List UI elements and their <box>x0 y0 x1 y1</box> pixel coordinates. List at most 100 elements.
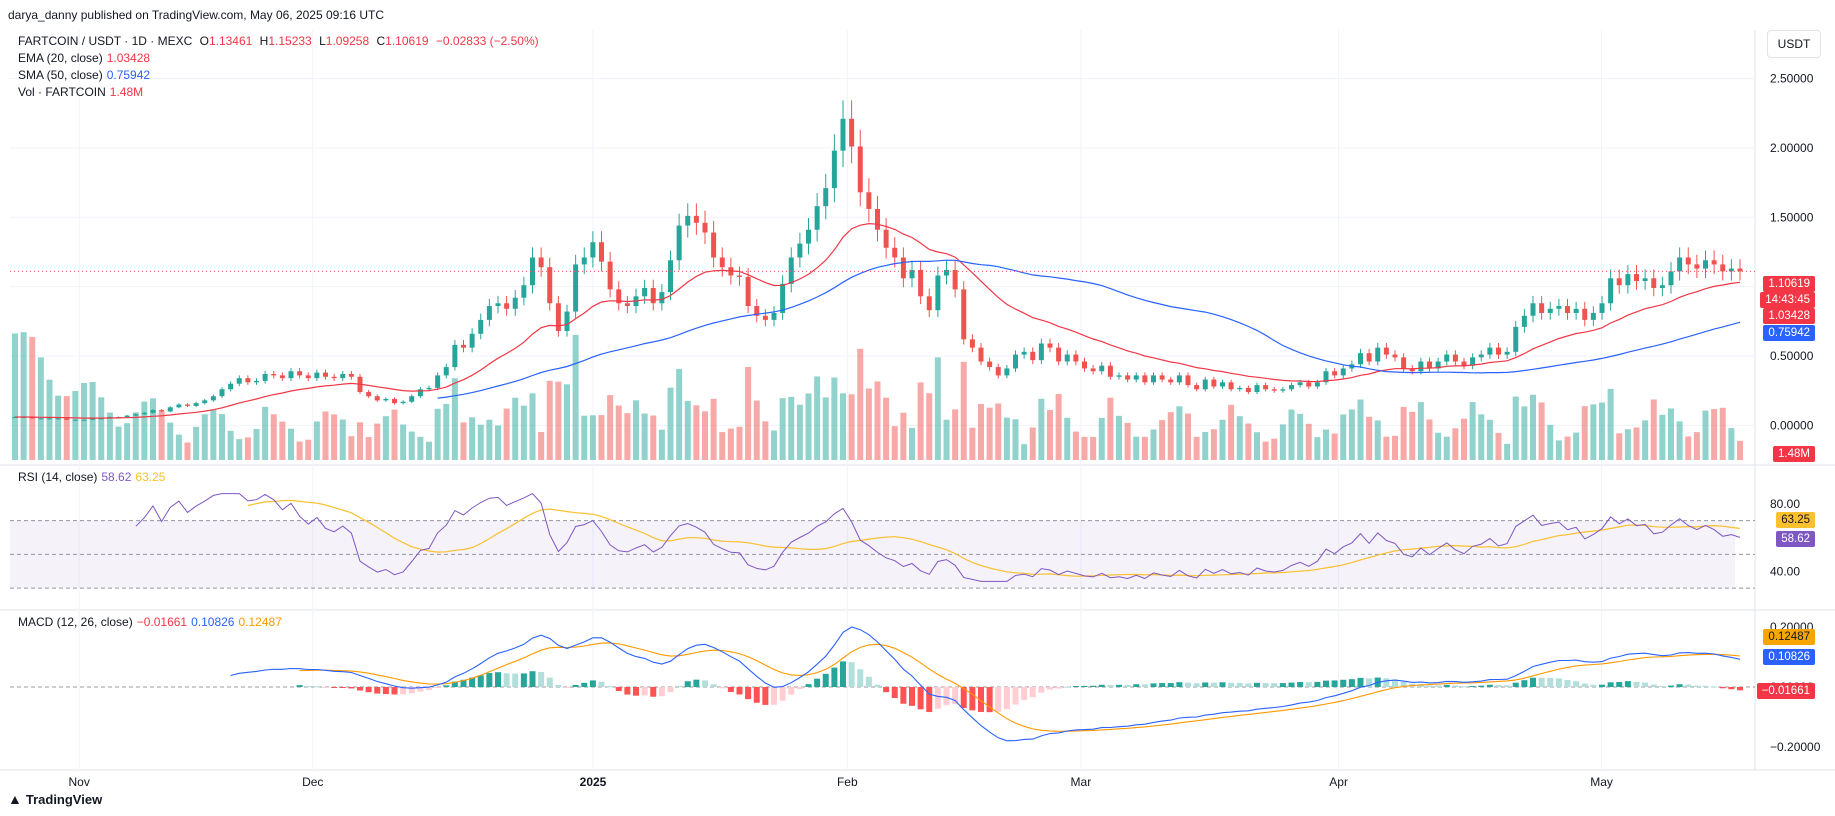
volume-bar <box>952 409 959 460</box>
volume-bar <box>63 396 70 460</box>
macd-histogram-bar <box>460 679 467 687</box>
volume-bar <box>1185 413 1191 460</box>
time-tick-label: Apr <box>1329 775 1348 789</box>
candle-body <box>1168 379 1174 383</box>
macd-histogram-bar <box>477 675 484 687</box>
macd-histogram-bar <box>1271 683 1278 687</box>
candle-body <box>504 303 510 309</box>
volume-bar <box>1374 420 1381 460</box>
volume-bar <box>1236 416 1243 460</box>
candle-body <box>1685 257 1691 265</box>
volume-bar <box>175 434 182 460</box>
macd-histogram-bar <box>1159 683 1166 687</box>
volume-bar <box>995 403 1002 460</box>
candle-body <box>1323 371 1329 383</box>
volume-bar <box>1090 436 1097 460</box>
candle-body <box>944 269 949 276</box>
volume-bar <box>1081 436 1088 460</box>
macd-histogram-bar <box>917 687 924 710</box>
sma-legend[interactable]: SMA (50, close) 0.75942 <box>18 68 151 82</box>
countdown-tag: 14:43:45 <box>1760 292 1815 308</box>
candle-body <box>918 269 924 297</box>
macd-histogram-bar <box>1659 685 1666 687</box>
candle-body <box>1625 274 1631 286</box>
volume-bar <box>529 393 536 460</box>
volume-bar <box>788 396 795 460</box>
candle-body <box>1461 361 1467 366</box>
candle-body <box>1694 264 1700 269</box>
macd-histogram-bar <box>1392 679 1398 687</box>
candle-body <box>1496 347 1501 355</box>
volume-bar <box>1400 406 1407 460</box>
tradingview-logo[interactable]: ▲ TradingView <box>8 791 102 807</box>
volume-bar <box>581 415 588 460</box>
candle-body <box>961 289 967 340</box>
candle-body <box>262 374 268 381</box>
macd-histogram-bar <box>1236 682 1243 687</box>
ema-legend[interactable]: EMA (20, close) 1.03428 <box>18 51 151 65</box>
candle-body <box>392 398 397 404</box>
candle-body <box>754 306 760 316</box>
volume-bar <box>1530 394 1536 460</box>
ema-price-tag: 1.03428 <box>1763 308 1815 324</box>
candle-body <box>1418 361 1424 372</box>
volume-bar <box>1072 431 1079 460</box>
macd-histogram-bar <box>400 687 407 695</box>
volume-bar <box>1599 402 1605 460</box>
currency-button[interactable]: USDT <box>1767 30 1821 58</box>
macd-histogram-bar <box>1176 682 1183 687</box>
macd-legend[interactable]: MACD (12, 26, close) −0.01661 0.10826 0.124… <box>18 615 282 629</box>
macd-histogram-bar <box>1668 685 1674 687</box>
macd-histogram-bar <box>1210 682 1217 687</box>
macd-histogram-bar <box>1090 685 1097 687</box>
volume-legend[interactable]: Vol · FARTCOIN 1.48M <box>18 85 144 99</box>
price-tick-label: 0.00000 <box>1770 418 1814 432</box>
volume-bar <box>1305 423 1312 460</box>
macd-histogram-bar <box>865 676 872 687</box>
candle-body <box>1194 385 1200 390</box>
candle-body <box>236 378 242 384</box>
candle-body <box>1478 354 1484 358</box>
tradingview-logo-icon: ▲ <box>8 791 22 807</box>
macd-histogram-bar <box>934 687 941 709</box>
macd-legend-value: 0.10826 <box>191 615 235 629</box>
candle-body <box>495 303 501 307</box>
candle-body <box>926 296 932 311</box>
macd-histogram-bar <box>1521 680 1528 687</box>
volume-bar <box>753 400 760 460</box>
macd-histogram-bar <box>1366 678 1373 687</box>
volume-bar <box>1659 414 1666 460</box>
volume-bar <box>1254 432 1260 460</box>
volume-bar <box>779 398 786 460</box>
candle-body <box>193 403 199 406</box>
candle-body <box>883 229 889 248</box>
macd-histogram-bar <box>1495 685 1502 687</box>
candle-body <box>581 257 587 265</box>
rsi-legend[interactable]: RSI (14, close) 58.62 63.25 <box>18 470 166 484</box>
candle-body <box>1056 347 1062 362</box>
volume-bar <box>1607 388 1614 460</box>
macd-histogram-bar <box>1150 683 1157 687</box>
macd-histogram-bar <box>1590 684 1597 687</box>
macd-histogram-bar <box>857 669 864 687</box>
volume-bar <box>1288 409 1295 460</box>
macd-histogram-bar <box>1348 679 1355 687</box>
macd-histogram-bar <box>391 687 398 695</box>
volume-bar <box>1245 423 1252 460</box>
candle-body <box>452 344 458 368</box>
volume-bar <box>12 333 18 460</box>
candle-body <box>624 303 630 307</box>
candle-body <box>521 285 527 298</box>
macd-histogram-bar <box>1676 684 1683 687</box>
volume-bar <box>702 411 708 460</box>
volume-bar <box>814 376 821 460</box>
candle-body <box>1651 278 1657 288</box>
tradingview-logo-text: TradingView <box>25 791 103 807</box>
macd-histogram-bar <box>771 687 777 705</box>
macd-histogram-bar <box>1012 687 1019 705</box>
candle-body <box>124 415 130 417</box>
volume-bar <box>745 366 752 460</box>
candle-body <box>780 283 786 313</box>
candle-body <box>823 188 829 207</box>
